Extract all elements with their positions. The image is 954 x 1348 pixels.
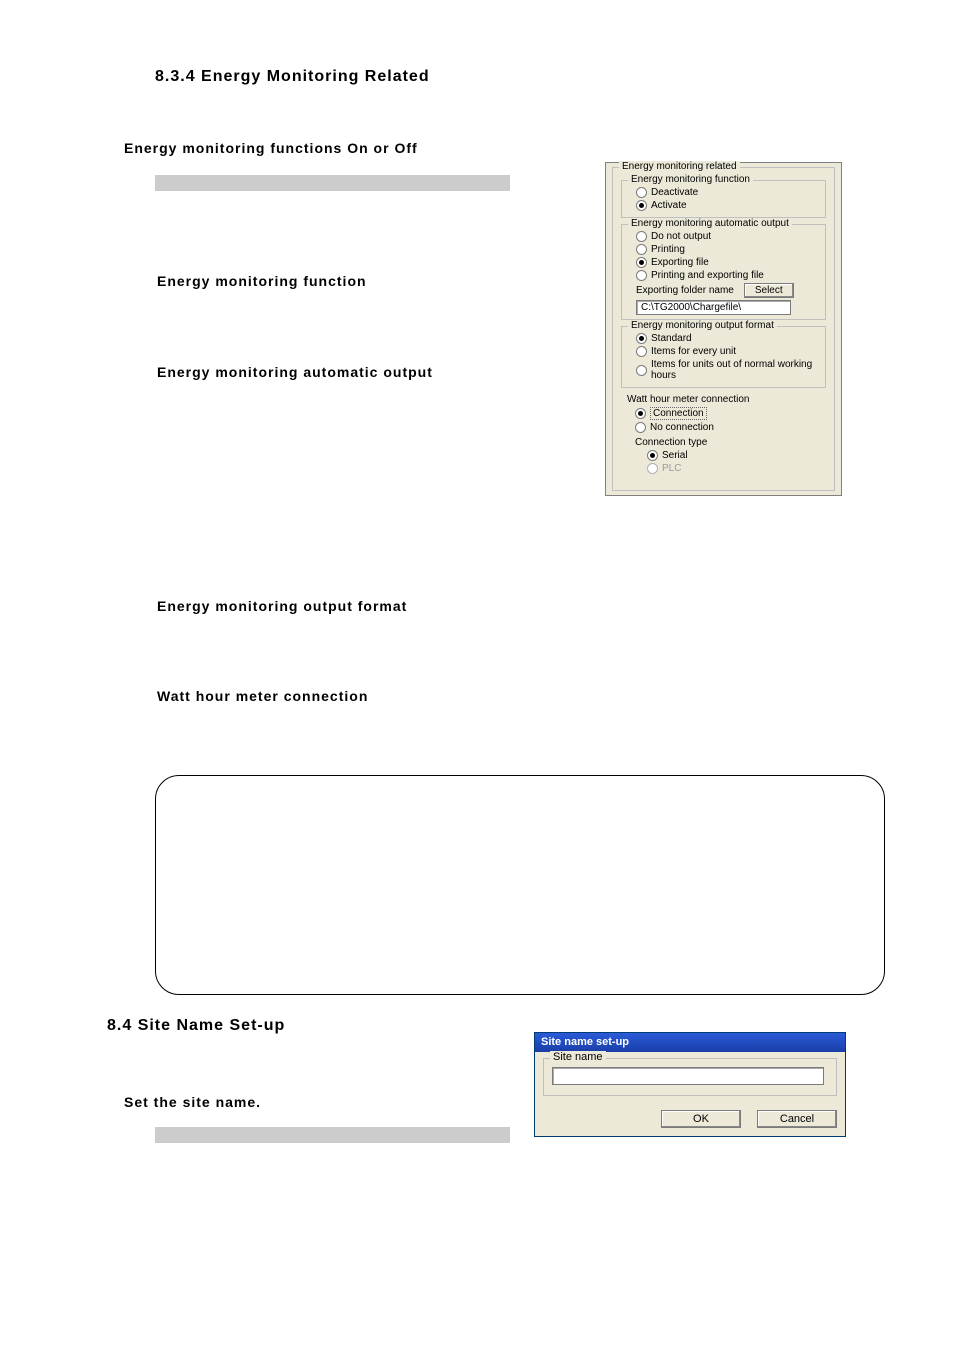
rounded-note-box	[155, 775, 885, 995]
cancel-button[interactable]: Cancel	[757, 1110, 837, 1128]
radio-every-unit[interactable]: Items for every unit	[636, 346, 819, 357]
legend-auto-output: Energy monitoring automatic output	[628, 218, 792, 229]
radio-donot-output[interactable]: Do not output	[636, 231, 819, 242]
select-button[interactable]: Select	[744, 283, 794, 298]
radio-icon	[636, 365, 647, 376]
radio-icon	[636, 333, 647, 344]
radio-label: Standard	[651, 333, 692, 344]
radio-icon	[636, 231, 647, 242]
radio-label: Deactivate	[651, 187, 698, 198]
label-emof: Energy monitoring output format	[157, 598, 407, 614]
gray-bar-2	[155, 1127, 510, 1143]
label-emao: Energy monitoring automatic output	[157, 364, 433, 380]
legend-output-format: Energy monitoring output format	[628, 320, 777, 331]
radio-icon	[636, 270, 647, 281]
legend-energy-related: Energy monitoring related	[619, 161, 740, 172]
fs-auto-output: Energy monitoring automatic output Do no…	[621, 224, 826, 320]
site-name-dialog: Site name set-up Site name OK Cancel	[534, 1032, 846, 1137]
radio-printing[interactable]: Printing	[636, 244, 819, 255]
radio-label: Printing and exporting file	[651, 270, 764, 281]
radio-label: Serial	[662, 450, 688, 461]
radio-icon	[635, 422, 646, 433]
energy-monitoring-panel: Energy monitoring related Energy monitor…	[605, 162, 842, 496]
export-folder-label: Exporting folder name	[636, 285, 734, 296]
subheading-onoff: Energy monitoring functions On or Off	[124, 140, 418, 156]
radio-label: Connection	[650, 407, 707, 420]
fs-energy-related: Energy monitoring related Energy monitor…	[612, 167, 835, 491]
radio-icon	[636, 244, 647, 255]
radio-label: Do not output	[651, 231, 711, 242]
dialog-titlebar: Site name set-up	[535, 1033, 845, 1052]
radio-label: Exporting file	[651, 257, 709, 268]
radio-label: Items for units out of normal working ho…	[651, 359, 819, 381]
radio-icon	[636, 257, 647, 268]
label-whmc: Watt hour meter connection	[157, 688, 368, 704]
radio-icon	[635, 408, 646, 419]
heading-8-3-4: 8.3.4 Energy Monitoring Related	[155, 68, 430, 86]
radio-out-of-hours[interactable]: Items for units out of normal working ho…	[636, 359, 819, 381]
export-folder-input[interactable]: C:\TG2000\Chargefile\	[636, 300, 791, 315]
sitename-input[interactable]	[552, 1067, 824, 1085]
radio-connection[interactable]: Connection	[635, 407, 820, 420]
radio-icon	[636, 346, 647, 357]
radio-label: Items for every unit	[651, 346, 736, 357]
radio-label: PLC	[662, 463, 681, 474]
fs-energy-function: Energy monitoring function Deactivate Ac…	[621, 180, 826, 218]
dlg-fs-sitename: Site name	[543, 1058, 837, 1096]
fs-output-format: Energy monitoring output format Standard…	[621, 326, 826, 388]
radio-label: Activate	[651, 200, 687, 211]
legend-energy-function: Energy monitoring function	[628, 174, 753, 185]
radio-printing-exporting[interactable]: Printing and exporting file	[636, 270, 819, 281]
heading-8-4: 8.4 Site Name Set-up	[107, 1017, 285, 1035]
radio-label: Printing	[651, 244, 685, 255]
radio-icon	[647, 450, 658, 461]
radio-exporting-file[interactable]: Exporting file	[636, 257, 819, 268]
fs-whmc: Watt hour meter connection Connection No…	[621, 394, 826, 480]
radio-icon	[636, 187, 647, 198]
radio-standard[interactable]: Standard	[636, 333, 819, 344]
export-folder-row: Exporting folder name Select	[636, 283, 819, 298]
radio-label: No connection	[650, 422, 714, 433]
ctype-label: Connection type	[635, 437, 820, 448]
gray-bar-1	[155, 175, 510, 191]
label-emf: Energy monitoring function	[157, 273, 367, 289]
radio-serial[interactable]: Serial	[647, 450, 820, 461]
radio-activate[interactable]: Activate	[636, 200, 819, 211]
radio-icon	[647, 463, 658, 474]
ok-button[interactable]: OK	[661, 1110, 741, 1128]
dlg-legend-sitename: Site name	[550, 1051, 606, 1063]
radio-no-connection[interactable]: No connection	[635, 422, 820, 433]
whmc-label: Watt hour meter connection	[627, 394, 820, 405]
radio-plc: PLC	[647, 463, 820, 474]
subheading-setsite: Set the site name.	[124, 1094, 261, 1110]
radio-deactivate[interactable]: Deactivate	[636, 187, 819, 198]
radio-icon	[636, 200, 647, 211]
ctype-group: Connection type Serial PLC	[635, 437, 820, 474]
